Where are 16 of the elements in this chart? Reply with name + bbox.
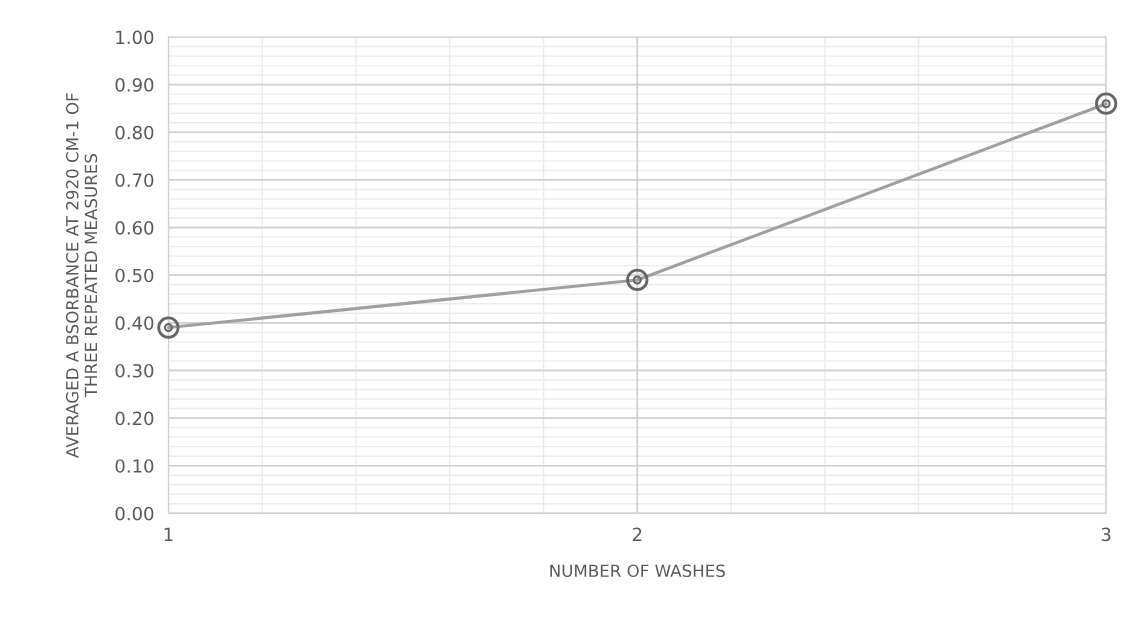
y-tick-label: 0.00 <box>115 506 154 521</box>
y-tick-label: 0.10 <box>115 459 154 473</box>
x-tick-label: 2 <box>632 527 642 541</box>
y-tick-label: 0.80 <box>115 125 154 140</box>
y-tick-label: 0.50 <box>115 268 154 283</box>
y-tick-label: 0.20 <box>115 411 154 426</box>
y-tick-label: 0.70 <box>115 173 154 188</box>
y-tick-label: 1.00 <box>116 30 154 45</box>
y-tick-label: 0.30 <box>115 363 154 378</box>
y-tick-label: 0.90 <box>115 78 154 92</box>
x-tick-label: 3 <box>1101 527 1111 542</box>
y-tick-label: 0.60 <box>115 221 154 235</box>
y-axis-title: AVERAGED A BSORBANCE AT 2920 CM-1 OF THREE REPEATED MEASURES <box>65 93 98 458</box>
y-tick-label: 0.40 <box>115 316 154 330</box>
x-axis-title: NUMBER OF WASHES <box>550 564 725 578</box>
x-tick-label: 1 <box>164 527 173 541</box>
